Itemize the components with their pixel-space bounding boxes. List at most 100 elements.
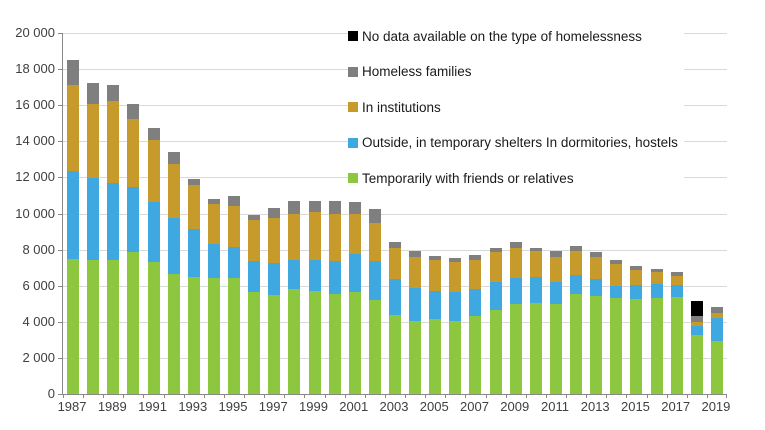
x-axis-tick	[264, 394, 266, 398]
plot-area	[58, 33, 727, 398]
bar-2019	[710, 307, 723, 394]
bar-segment-outside-shelters-1994	[207, 244, 220, 278]
x-axis-label: 2013	[580, 399, 610, 414]
bar-segment-institutions-2016	[650, 272, 663, 284]
bar-2002	[368, 209, 381, 394]
bar-segment-institutions-1998	[288, 213, 301, 260]
bar-segment-outside-shelters-2013	[590, 279, 603, 296]
bar-segment-institutions-2006	[449, 262, 462, 293]
x-axis-tick	[304, 394, 306, 398]
y-axis-tick	[58, 33, 63, 34]
bar-segment-institutions-2019	[710, 312, 723, 319]
bar-segment-institutions-2008	[489, 252, 502, 283]
bar-segment-institutions-2009	[509, 247, 522, 278]
bar-segment-friends-relatives-1998	[288, 289, 301, 394]
bar-segment-outside-shelters-1993	[187, 228, 200, 277]
bar-segment-institutions-1991	[147, 140, 160, 202]
bar-segment-outside-shelters-2019	[710, 318, 723, 341]
bar-segment-outside-shelters-1989	[107, 182, 120, 260]
legend-swatch-outside-shelters-icon	[348, 137, 358, 148]
y-axis-tick	[58, 177, 63, 179]
bar-segment-outside-shelters-2012	[570, 274, 583, 294]
y-axis-label: 4 000	[22, 313, 55, 329]
bar-segment-institutions-1987	[67, 85, 80, 172]
x-axis-label: 1997	[258, 399, 288, 414]
bar-segment-institutions-2010	[529, 251, 542, 277]
bar-segment-institutions-1997	[268, 218, 281, 264]
legend-label-homeless-families: Homeless families	[362, 64, 472, 79]
x-axis-tick	[103, 394, 105, 398]
bar-2010	[529, 247, 542, 394]
y-axis-label: 20 000	[15, 25, 55, 40]
bar-segment-homeless-families-1987	[67, 60, 80, 86]
bar-segment-friends-relatives-1992	[167, 273, 180, 394]
legend-label-no-data: No data available on the type of homeles…	[362, 28, 642, 44]
bar-segment-friends-relatives-2001	[348, 292, 361, 394]
x-axis-tick	[586, 394, 588, 398]
x-axis-tick	[646, 394, 648, 398]
bar-segment-institutions-1988	[87, 104, 100, 179]
bar-segment-outside-shelters-1990	[127, 187, 140, 253]
x-axis-tick	[183, 394, 185, 398]
bar-segment-outside-shelters-1996	[248, 261, 261, 293]
bar-segment-outside-shelters-2003	[389, 279, 401, 316]
x-axis-label: 1989	[97, 399, 127, 414]
bar-segment-institutions-2012	[570, 250, 583, 275]
bar-segment-outside-shelters-2014	[610, 285, 623, 299]
bar-segment-homeless-families-2003	[389, 241, 401, 248]
bar-segment-homeless-families-2002	[368, 209, 381, 223]
legend-item-outside-shelters: Outside, in temporary shelters In dormit…	[348, 133, 684, 152]
bar-segment-homeless-families-1989	[107, 85, 120, 101]
x-axis-label: 2003	[379, 399, 409, 414]
bar-segment-friends-relatives-2016	[650, 298, 663, 394]
bar-segment-friends-relatives-2000	[328, 293, 341, 394]
bar-segment-friends-relatives-2006	[449, 320, 462, 394]
x-axis-label: 2009	[500, 399, 530, 414]
bar-2014	[610, 259, 623, 394]
bar-segment-institutions-1994	[207, 204, 220, 245]
x-axis-label: 2007	[460, 399, 489, 414]
legend-item-institutions: In institutions	[348, 98, 684, 116]
x-axis-tick	[606, 394, 608, 398]
x-axis-tick	[626, 394, 628, 398]
legend-label-institutions: In institutions	[362, 99, 441, 115]
bar-2006	[449, 257, 462, 394]
x-axis-tick	[284, 394, 286, 398]
x-axis-label: 1995	[218, 399, 248, 414]
bar-segment-outside-shelters-2007	[469, 289, 482, 317]
bar-segment-outside-shelters-2006	[449, 292, 462, 321]
bar-segment-friends-relatives-2011	[549, 303, 562, 394]
bar-1995	[228, 196, 241, 394]
bar-2012	[570, 246, 583, 394]
bar-segment-institutions-2017	[670, 275, 683, 285]
y-axis-label: 14 000	[15, 133, 55, 149]
y-axis-tick	[58, 394, 63, 395]
bar-1988	[87, 82, 100, 394]
x-axis-tick	[465, 394, 467, 398]
bar-segment-friends-relatives-1987	[67, 258, 80, 394]
bar-segment-institutions-2000	[328, 213, 341, 262]
bar-segment-homeless-families-1991	[147, 127, 160, 141]
x-axis-tick	[123, 394, 125, 398]
y-axis-tick	[58, 141, 63, 143]
bar-2015	[630, 265, 643, 394]
bar-segment-friends-relatives-1991	[147, 262, 160, 394]
bar-segment-outside-shelters-2000	[328, 261, 341, 294]
bar-1998	[288, 200, 301, 394]
bar-segment-outside-shelters-2017	[670, 284, 683, 298]
legend-item-friends-relatives: Temporarily with friends or relatives	[348, 169, 684, 187]
bar-segment-friends-relatives-1996	[248, 292, 261, 394]
bar-1989	[107, 85, 120, 394]
x-axis-label: 2015	[620, 399, 650, 414]
bar-segment-outside-shelters-2009	[509, 277, 522, 304]
bar-segment-outside-shelters-1998	[288, 259, 301, 290]
x-axis-tick	[364, 394, 366, 398]
x-axis-label: 2001	[339, 399, 369, 414]
x-axis-tick	[566, 394, 568, 398]
x-axis-tick	[223, 394, 225, 398]
legend-swatch-institutions-icon	[348, 102, 358, 112]
bar-segment-institutions-2005	[429, 260, 442, 292]
legend: No data available on the type of homeles…	[348, 27, 684, 187]
y-axis-tick	[58, 285, 63, 287]
bar-2013	[590, 252, 603, 394]
